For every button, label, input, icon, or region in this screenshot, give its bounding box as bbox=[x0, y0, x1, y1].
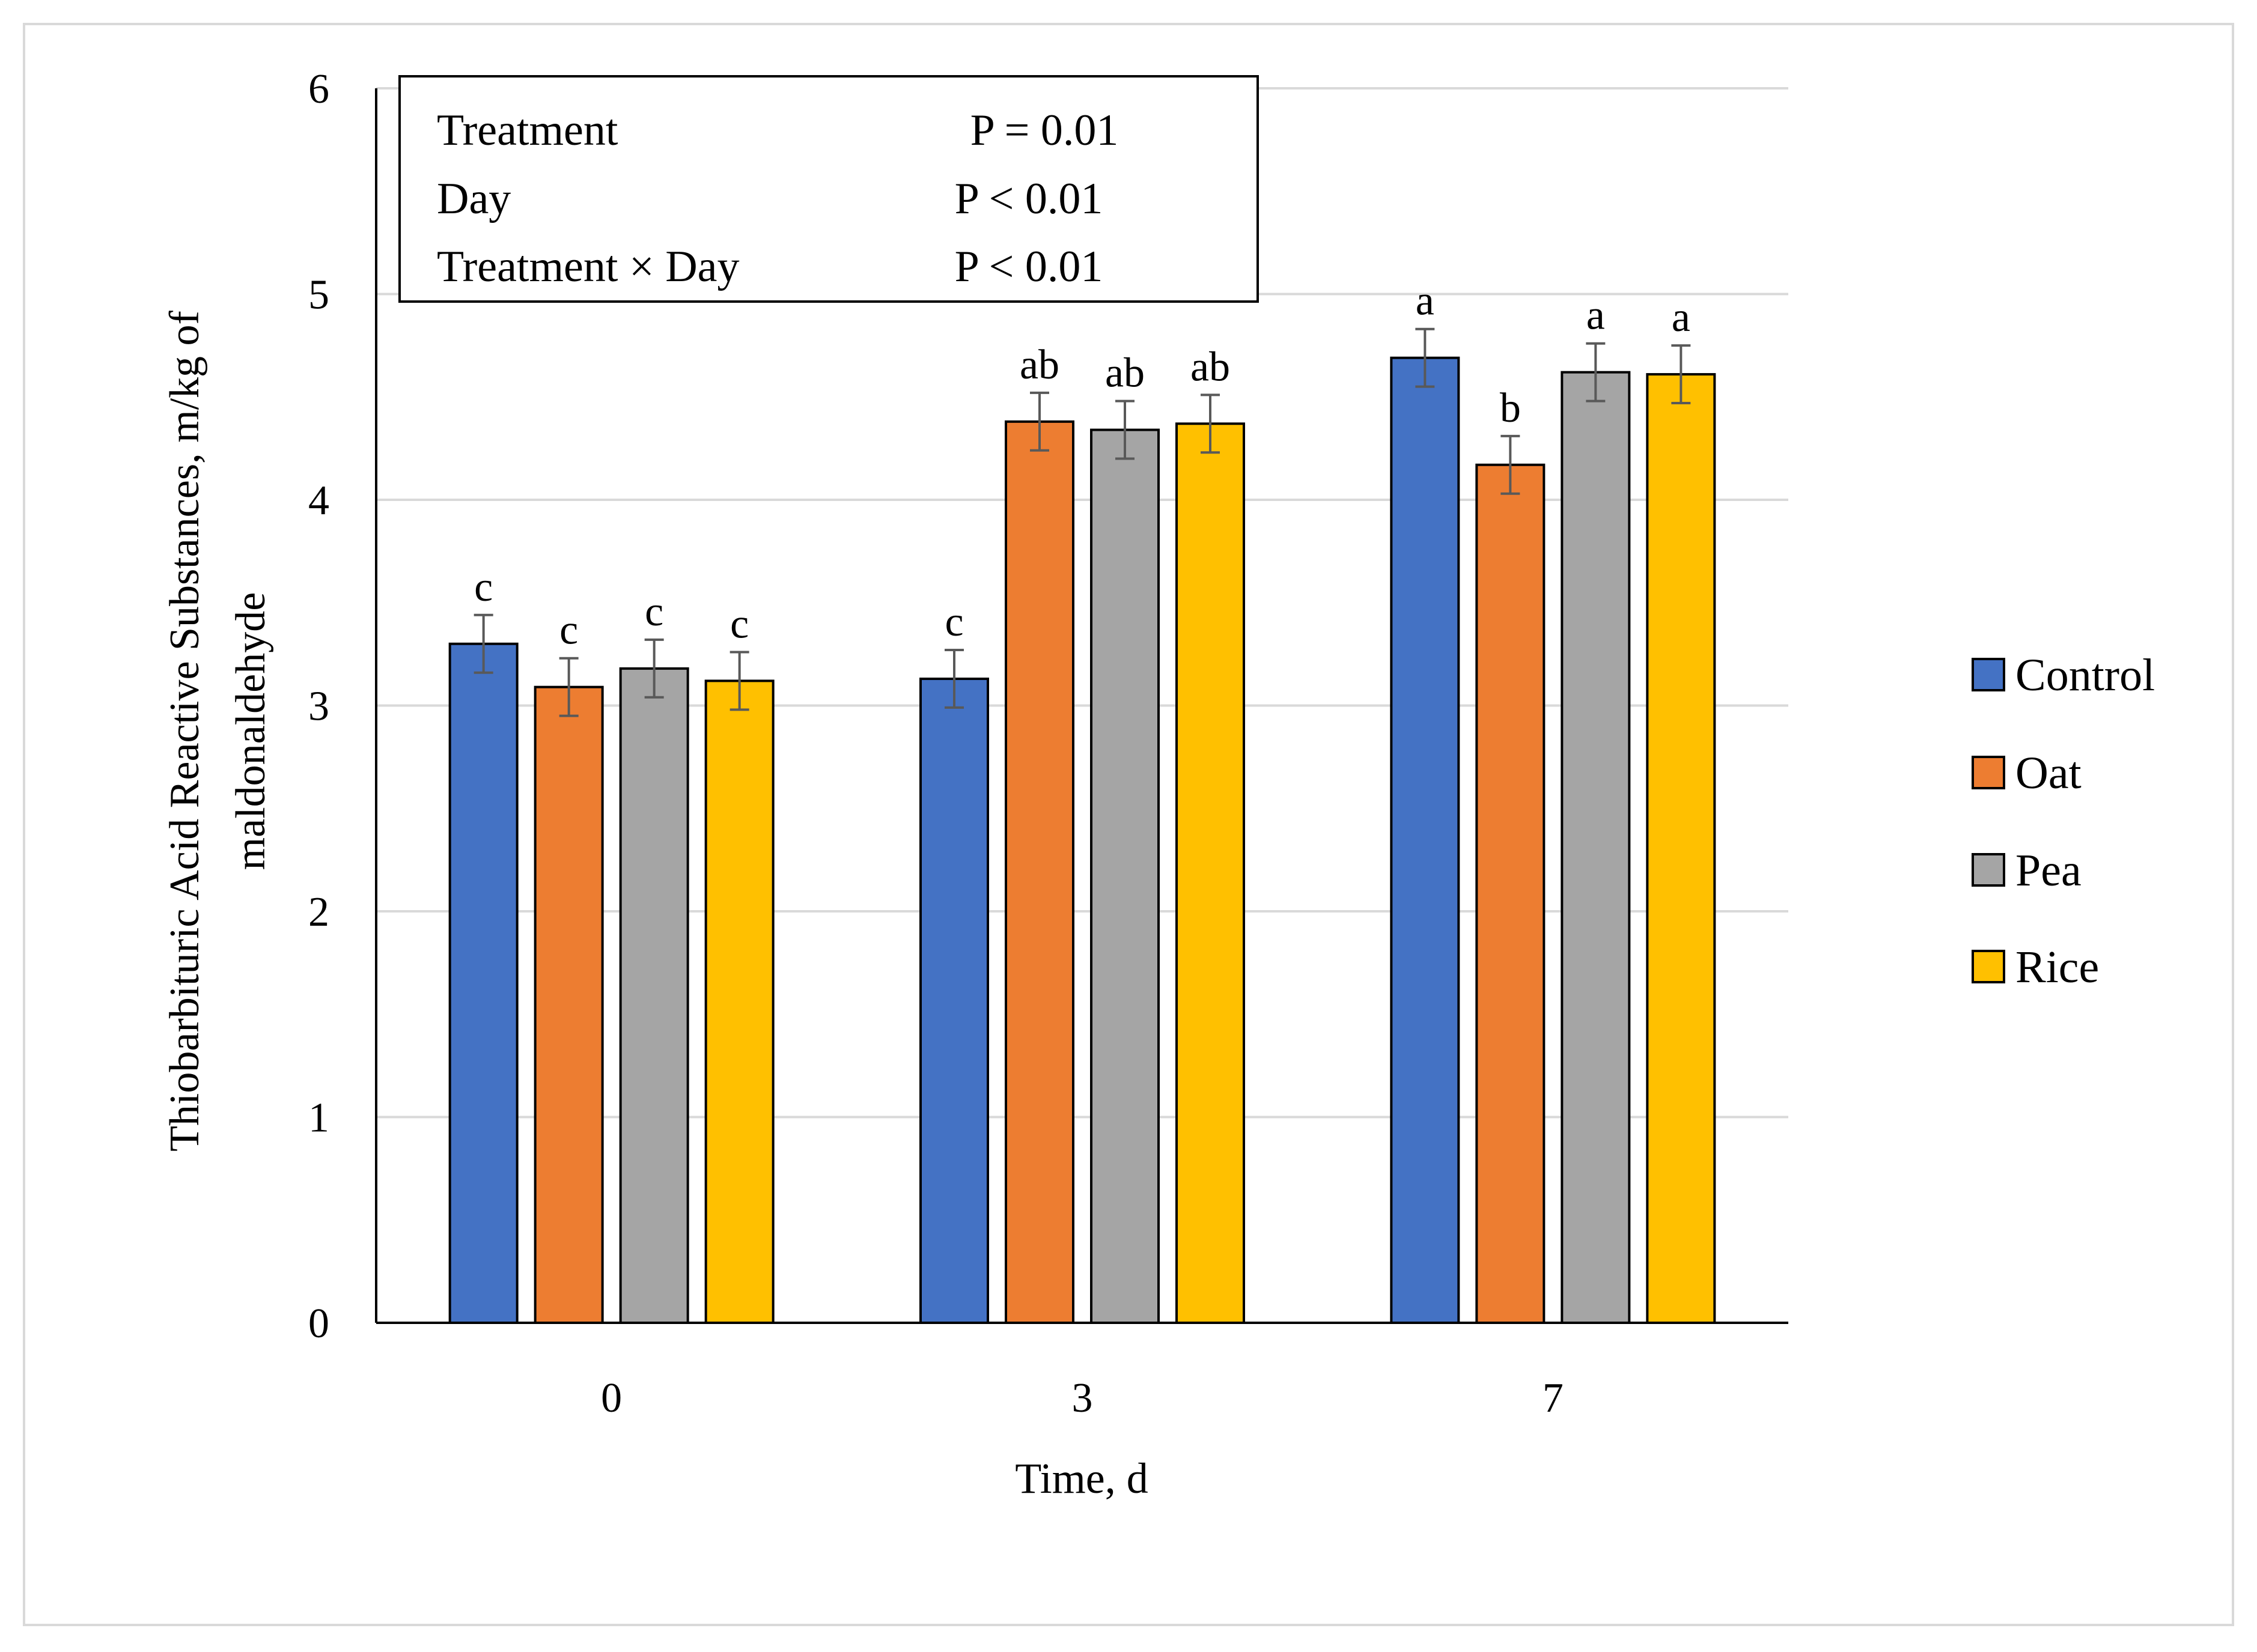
x-axis-title: Time, d bbox=[1015, 1454, 1148, 1502]
significance-letter: ab bbox=[1190, 344, 1230, 390]
significance-letter: ab bbox=[1020, 342, 1059, 388]
legend-swatch-rice bbox=[1972, 950, 2005, 983]
legend-swatch-control bbox=[1972, 658, 2005, 691]
bar-control bbox=[448, 642, 519, 1324]
bar-control bbox=[919, 677, 989, 1324]
significance-letter: c bbox=[730, 601, 749, 647]
y-tick-label: 2 bbox=[308, 889, 329, 935]
y-tick-label: 4 bbox=[308, 478, 329, 524]
legend-swatch-pea bbox=[1972, 853, 2005, 887]
legend-label-pea: Pea bbox=[2015, 845, 2082, 896]
significance-letter: ab bbox=[1105, 350, 1145, 396]
x-tick-label: 0 bbox=[601, 1375, 622, 1421]
bar-rice bbox=[1175, 422, 1245, 1324]
significance-letter: b bbox=[1500, 385, 1521, 431]
stats-effect-label: Treatment bbox=[437, 106, 618, 155]
bar-oat bbox=[1475, 463, 1546, 1324]
x-tick-label: 7 bbox=[1543, 1375, 1564, 1421]
bar-rice bbox=[1646, 373, 1716, 1325]
legend-label-oat: Oat bbox=[2015, 748, 2082, 798]
stats-p-value: P < 0.01 bbox=[955, 242, 1103, 291]
x-tick-label: 3 bbox=[1072, 1375, 1093, 1421]
stats-p-value: P < 0.01 bbox=[955, 174, 1103, 223]
bar-pea bbox=[1090, 428, 1160, 1324]
stats-effect-label: Day bbox=[437, 174, 511, 223]
bar-control bbox=[1390, 356, 1460, 1324]
stats-box-frame bbox=[398, 75, 1259, 303]
y-axis-title-line: maldonaldehyde bbox=[228, 592, 274, 870]
legend-label-rice: Rice bbox=[2015, 942, 2099, 992]
y-axis-title: Thiobarbituric Acid Reactive Substances,… bbox=[162, 310, 274, 1151]
stats-p-value: P = 0.01 bbox=[970, 106, 1119, 155]
significance-letter: c bbox=[474, 564, 493, 610]
stats-box: Treatment P = 0.01 Day P < 0.01 Treatment × … bbox=[398, 75, 1259, 303]
significance-letter: a bbox=[1416, 278, 1434, 324]
significance-letter: a bbox=[1586, 293, 1605, 339]
bar-pea bbox=[619, 667, 689, 1324]
significance-letter: c bbox=[559, 607, 578, 654]
significance-letter: c bbox=[945, 599, 963, 645]
y-tick-label: 0 bbox=[308, 1301, 329, 1347]
bar-oat bbox=[534, 685, 604, 1324]
significance-letter: c bbox=[645, 589, 663, 635]
bar-rice bbox=[704, 679, 775, 1324]
legend-swatch-oat bbox=[1972, 756, 2005, 789]
y-tick-label: 1 bbox=[308, 1095, 329, 1141]
axes: 0 1 2 3 4 5 6 0 3 7 Time, d Thiobarbituric Acid Rea… bbox=[162, 66, 1788, 1502]
bar-oat bbox=[1005, 420, 1074, 1324]
y-tick-label: 3 bbox=[308, 684, 329, 730]
legend: Control Oat Pea Rice bbox=[1972, 650, 2155, 992]
significance-letter: a bbox=[1672, 294, 1690, 341]
y-tick-label: 5 bbox=[308, 272, 329, 318]
legend-label-control: Control bbox=[2015, 650, 2155, 700]
bar-pea bbox=[1561, 371, 1631, 1324]
y-tick-label: 6 bbox=[308, 66, 329, 112]
stats-effect-label: Treatment × Day bbox=[437, 242, 739, 291]
y-axis-title-line: Thiobarbituric Acid Reactive Substances,… bbox=[162, 310, 208, 1151]
